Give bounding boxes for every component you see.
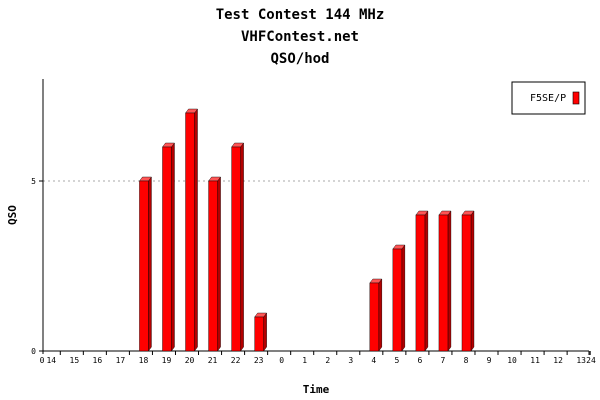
x-tick-label: 3 (348, 356, 353, 365)
bar (139, 180, 149, 352)
x-tick-label: 16 (93, 356, 103, 365)
bar-side (171, 142, 175, 352)
x-tick-label: 13 (576, 356, 586, 365)
x-tick-label: 23 (254, 356, 264, 365)
x-axis-label: Time (303, 383, 330, 396)
x-tick-label: 1 (302, 356, 307, 365)
x-tick-label: 22 (231, 356, 241, 365)
bar (231, 146, 241, 352)
x-tick-label: 9 (487, 356, 492, 365)
bar-side (401, 244, 406, 352)
x-tick-label: 15 (70, 356, 80, 365)
x-tick-label: 11 (530, 356, 540, 365)
y-tick-label: 5 (31, 177, 36, 186)
bar (461, 214, 472, 352)
chart-subtitle: VHFContest.net (241, 29, 359, 45)
bar (438, 214, 449, 352)
x-tick-label: 7 (441, 356, 446, 365)
x-tick-label: 6 (417, 356, 422, 365)
bar-side (194, 108, 198, 352)
bar (254, 316, 264, 352)
legend: F5SE/P (511, 81, 586, 115)
x-tick-label: 4 (371, 356, 376, 365)
legend-swatch (572, 91, 580, 105)
chart-title: Test Contest 144 MHz (216, 7, 385, 23)
bar-side (148, 176, 152, 352)
bar-side (470, 210, 475, 352)
x-tick-label: 14 (46, 356, 56, 365)
x-tick-label: 21 (208, 356, 218, 365)
bar (369, 282, 380, 352)
bar (415, 214, 426, 352)
x-tick-label: 19 (162, 356, 172, 365)
bar-side (424, 210, 429, 352)
x-tick-label: 5 (394, 356, 399, 365)
bar (185, 112, 195, 352)
x-axis-end-label: 24 (586, 356, 596, 365)
x-tick-label: 17 (116, 356, 126, 365)
bar (162, 146, 172, 352)
x-tick-label: 8 (464, 356, 469, 365)
x-tick-label: 18 (139, 356, 149, 365)
x-tick-label: 12 (553, 356, 563, 365)
chart-metric-title: QSO/hod (270, 51, 329, 67)
y-tick-label: 0 (31, 347, 36, 356)
x-tick-label: 2 (325, 356, 330, 365)
bar-side (447, 210, 452, 352)
x-axis-start-label: 0 (40, 356, 45, 365)
bar-side (263, 312, 267, 352)
bar-side (217, 176, 221, 352)
bar (392, 248, 403, 352)
legend-label: F5SE/P (530, 93, 566, 104)
bar-side (240, 142, 244, 352)
bar-side (378, 278, 383, 352)
x-tick-label: 10 (507, 356, 517, 365)
bar (208, 180, 218, 352)
y-axis-label: QSO (6, 205, 19, 225)
x-tick-label: 20 (185, 356, 195, 365)
x-tick-label: 0 (279, 356, 284, 365)
